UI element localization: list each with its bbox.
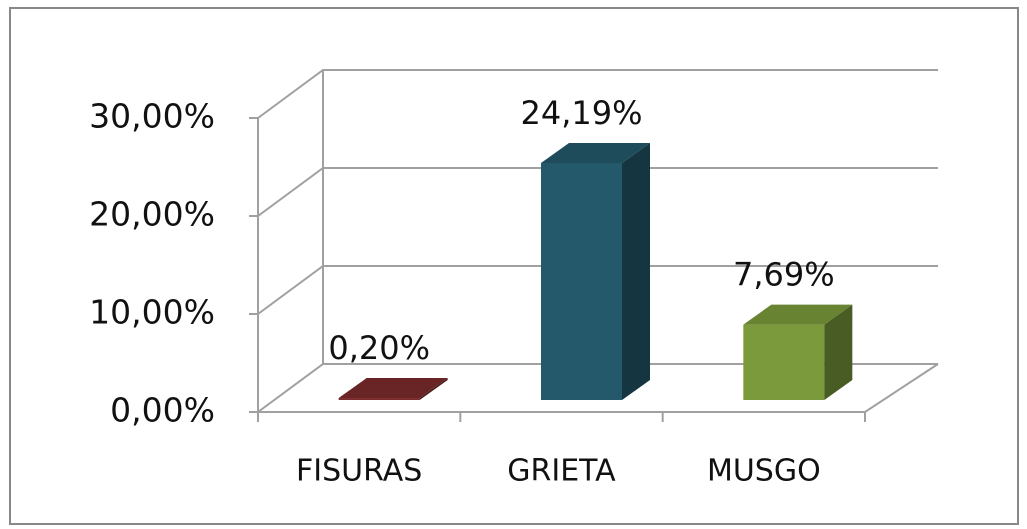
bar-front <box>338 398 420 400</box>
y-tick-label: 10,00% <box>89 293 215 332</box>
bar-top <box>743 304 853 325</box>
y-tick-label: 20,00% <box>89 195 215 234</box>
bar-side <box>622 142 650 401</box>
bar-top <box>338 378 448 399</box>
x-tick-label: MUSGO <box>707 454 821 489</box>
bar-top <box>541 142 650 163</box>
value-label: 0,20% <box>328 329 430 367</box>
grid-line <box>257 363 938 413</box>
x-tick-label: GRIETA <box>507 454 616 489</box>
value-label: 24,19% <box>520 94 642 132</box>
y-tick-label: 0,00% <box>110 391 215 430</box>
grid-line <box>257 265 938 315</box>
grid-line <box>257 167 938 217</box>
bar-front <box>743 324 825 400</box>
grid-line <box>257 69 938 119</box>
bar-side <box>824 304 853 400</box>
value-label: 7,69% <box>733 256 835 294</box>
x-tick-label: FISURAS <box>296 454 422 489</box>
bar-side <box>419 378 448 400</box>
bar-front <box>541 162 622 400</box>
y-tick-label: 30,00% <box>89 97 215 136</box>
